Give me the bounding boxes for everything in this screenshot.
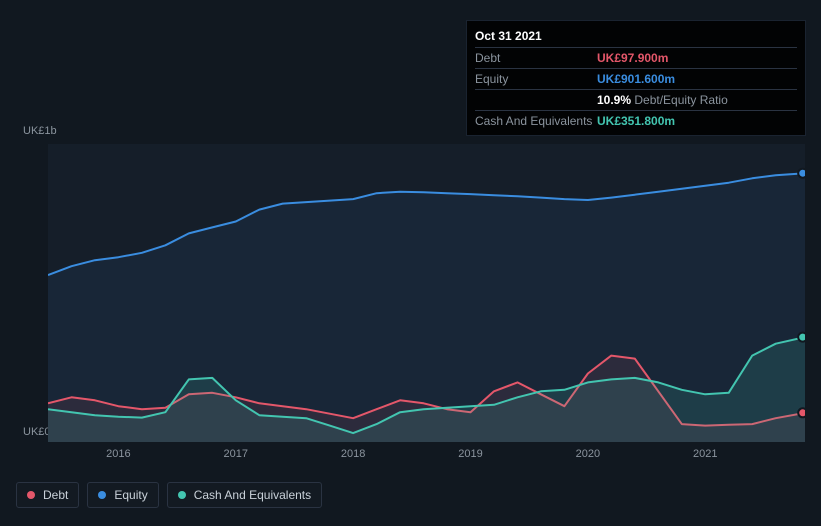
area-chart-svg [48, 144, 805, 442]
tooltip-row-equity: Equity UK£901.600m [475, 69, 797, 90]
tooltip-suffix: Debt/Equity Ratio [631, 93, 728, 107]
y-axis-bottom-label: UK£0 [23, 426, 51, 438]
tooltip-row-debt: Debt UK£97.900m [475, 48, 797, 69]
legend-item-debt[interactable]: Debt [16, 482, 79, 508]
tooltip-label [475, 93, 597, 107]
tooltip-row-ratio: 10.9% Debt/Equity Ratio [475, 90, 797, 111]
chart-tooltip: Oct 31 2021 Debt UK£97.900m Equity UK£90… [466, 20, 806, 136]
legend-item-cash[interactable]: Cash And Equivalents [167, 482, 322, 508]
y-axis-top-label: UK£1b [23, 125, 57, 137]
legend-label: Debt [43, 488, 68, 502]
legend-swatch [27, 491, 35, 499]
tooltip-label: Debt [475, 51, 597, 65]
tooltip-value: UK£97.900m [597, 51, 668, 65]
tooltip-label: Cash And Equivalents [475, 114, 597, 128]
legend: Debt Equity Cash And Equivalents [16, 482, 322, 508]
legend-swatch [98, 491, 106, 499]
x-tick-label: 2016 [106, 448, 130, 460]
legend-swatch [178, 491, 186, 499]
x-tick-label: 2019 [458, 448, 482, 460]
tooltip-date: Oct 31 2021 [475, 27, 797, 48]
tooltip-value: 10.9% [597, 93, 631, 107]
legend-label: Equity [114, 488, 147, 502]
tooltip-row-cash: Cash And Equivalents UK£351.800m [475, 111, 797, 131]
legend-item-equity[interactable]: Equity [87, 482, 158, 508]
legend-label: Cash And Equivalents [194, 488, 311, 502]
x-tick-label: 2017 [224, 448, 248, 460]
x-tick-label: 2018 [341, 448, 365, 460]
tooltip-value: UK£351.800m [597, 114, 675, 128]
x-tick-label: 2021 [693, 448, 717, 460]
tooltip-value: UK£901.600m [597, 72, 675, 86]
tooltip-label: Equity [475, 72, 597, 86]
x-tick-label: 2020 [576, 448, 600, 460]
chart-plot-area[interactable] [48, 144, 805, 442]
x-axis: 2016 2017 2018 2019 2020 2021 [48, 448, 805, 466]
